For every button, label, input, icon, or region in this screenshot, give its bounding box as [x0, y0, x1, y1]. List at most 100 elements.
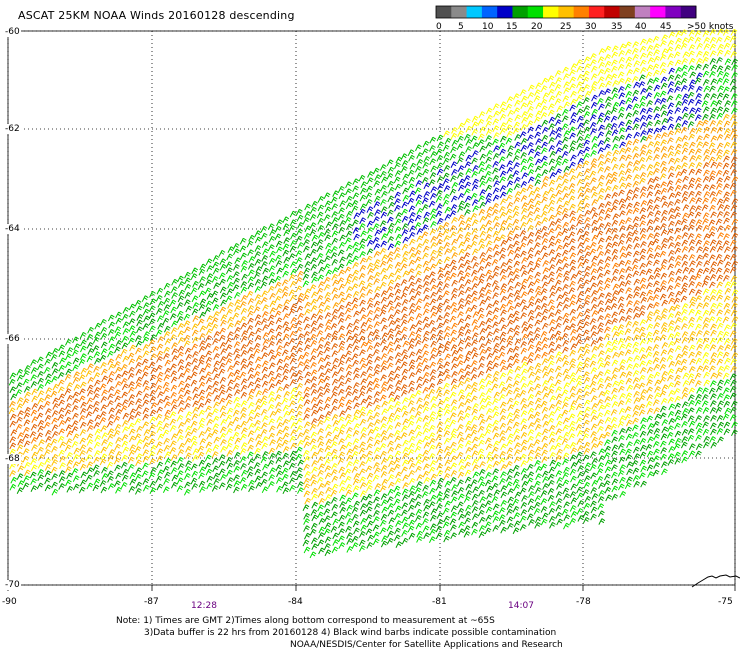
wind-barb [611, 129, 619, 137]
wind-barb [513, 414, 520, 421]
wind-barb [128, 337, 135, 345]
wind-barb [610, 171, 618, 179]
wind-barb [463, 496, 471, 503]
wind-barb [163, 444, 171, 452]
wind-barb [155, 441, 163, 449]
wind-barb [191, 308, 199, 316]
wind-barb [297, 270, 304, 278]
wind-barb [22, 433, 30, 441]
wind-barb [414, 256, 422, 264]
wind-barb [694, 77, 702, 85]
wind-barb [582, 70, 590, 78]
wind-barb [485, 514, 493, 522]
wind-barb [386, 417, 394, 425]
wind-barb [442, 157, 450, 165]
wind-barb [380, 493, 388, 500]
wind-barb [639, 367, 647, 374]
wind-barb [591, 226, 599, 233]
wind-barb [443, 396, 450, 404]
wind-barb [113, 430, 121, 437]
wind-barb [555, 504, 563, 512]
wind-barb [163, 325, 171, 333]
wind-barb [709, 289, 717, 296]
wind-barb [716, 177, 723, 185]
wind-barb [611, 241, 619, 249]
wind-barb [381, 478, 389, 486]
wind-barb [654, 98, 662, 105]
wind-barb [576, 101, 583, 108]
wind-barb [240, 286, 248, 294]
wind-barb [675, 136, 683, 144]
wind-barb [680, 78, 688, 85]
wind-barb [681, 392, 689, 400]
wind-barb [220, 348, 228, 355]
wind-barb [506, 187, 514, 195]
wind-barb [507, 522, 514, 530]
wind-barb [310, 305, 318, 312]
wind-barb [540, 295, 548, 303]
wind-barb [402, 452, 409, 460]
wind-barb [268, 432, 276, 440]
wind-barb [520, 158, 528, 166]
wind-barb [638, 326, 646, 334]
wind-barb [233, 277, 240, 285]
wind-barb [506, 335, 514, 343]
wind-barb [345, 350, 352, 358]
wind-barb [645, 351, 653, 359]
wind-barb [100, 446, 108, 454]
wind-barb [337, 311, 345, 319]
wind-barb [591, 493, 599, 500]
wind-barb [563, 81, 570, 89]
wind-barb [463, 175, 471, 182]
wind-barb [645, 71, 653, 79]
wind-barb [402, 187, 409, 195]
wind-barb [324, 361, 332, 369]
wind-barb [282, 404, 290, 412]
wind-barb [709, 239, 717, 247]
wind-barb [9, 420, 17, 428]
wind-barb [464, 398, 472, 406]
wind-barb [388, 320, 396, 327]
wind-barb [569, 69, 576, 76]
wind-barb [632, 89, 640, 97]
wind-barb [317, 532, 325, 539]
wind-barb [653, 232, 661, 239]
wind-barb [576, 451, 583, 459]
wind-barb [380, 513, 388, 521]
wind-barb [366, 309, 374, 317]
wind-barb [470, 240, 478, 248]
wind-barb [444, 270, 451, 278]
wind-barb [527, 105, 534, 113]
wind-barb [513, 483, 521, 491]
wind-barb [408, 351, 416, 359]
legend-swatch [451, 6, 468, 18]
wind-barb [430, 236, 437, 243]
wind-barb [345, 364, 353, 371]
wind-barb [479, 189, 487, 196]
wind-barb [533, 439, 541, 446]
wind-barb [556, 204, 564, 212]
wind-barb [527, 352, 535, 359]
wind-barb [520, 403, 528, 411]
wind-barb [626, 208, 633, 216]
wind-barb [267, 285, 275, 293]
wind-barb [604, 185, 612, 193]
wind-barb [485, 373, 492, 381]
wind-barb [240, 463, 247, 470]
wind-barb [345, 391, 352, 398]
wind-barb [408, 386, 415, 394]
wind-barb [344, 413, 352, 421]
wind-barb [605, 74, 612, 81]
wind-barb [380, 353, 388, 360]
wind-barb [485, 317, 493, 325]
wind-barb [667, 277, 675, 284]
wind-barb [421, 231, 429, 239]
wind-barb [660, 461, 668, 468]
wind-barb [142, 442, 150, 449]
wind-barb [415, 459, 423, 466]
wind-barb [9, 442, 17, 450]
wind-barb [64, 416, 72, 424]
wind-barb [225, 414, 233, 422]
wind-barb [645, 149, 653, 156]
wind-barb [232, 243, 240, 250]
